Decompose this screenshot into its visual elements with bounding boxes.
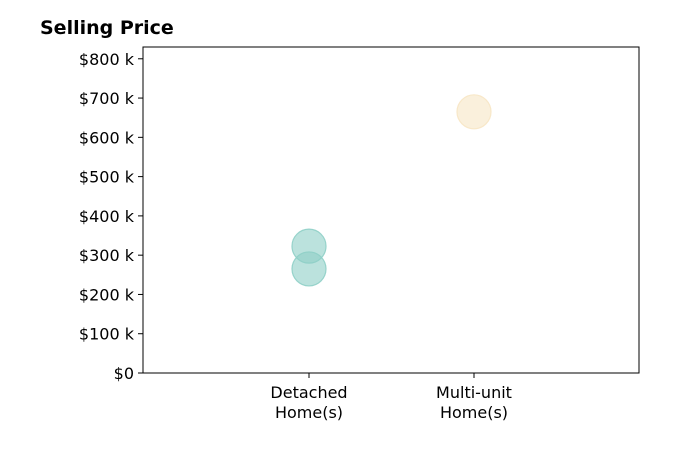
x-category-label: Multi-unit Home(s)	[436, 383, 512, 422]
data-points	[291, 94, 492, 287]
y-tick-label: $300 k	[79, 246, 135, 265]
y-tick-label: $0	[114, 364, 134, 383]
y-tick-label: $700 k	[79, 89, 135, 108]
y-tick-label: $800 k	[79, 50, 135, 69]
y-tick-label: $100 k	[79, 325, 135, 344]
data-point	[291, 251, 327, 287]
x-axis: Detached Home(s) Multi-unit Home(s)	[270, 373, 512, 422]
y-tick-label: $600 k	[79, 128, 135, 147]
plot-area-frame	[142, 46, 640, 374]
y-tick-label: $400 k	[79, 207, 135, 226]
y-tick-label: $200 k	[79, 285, 135, 304]
chart-title: Selling Price	[40, 17, 174, 39]
y-axis: $0 $100 k $200 k $300 k $400 k $500 k $600 k $7…	[79, 50, 143, 383]
data-point	[456, 94, 492, 130]
y-tick-label: $500 k	[79, 168, 135, 187]
x-category-label: Detached Home(s)	[270, 383, 347, 422]
